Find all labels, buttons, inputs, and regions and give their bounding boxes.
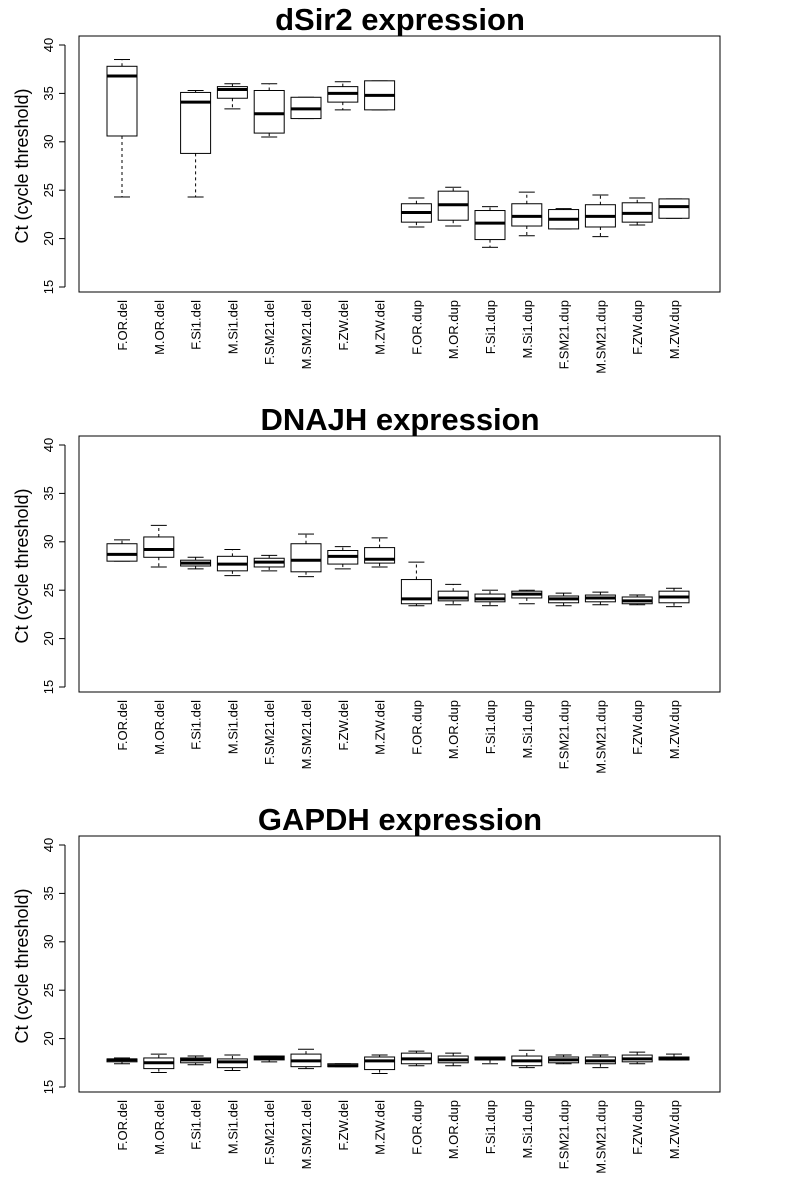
x-tick-label: F.Si1.del [189,300,204,350]
x-tick-label: F.Si1.del [189,1100,204,1150]
x-tick-label: M.SM21.del [299,1100,314,1169]
y-tick-label: 25 [41,983,56,997]
x-tick-label: M.OR.dup [446,1100,461,1159]
gapdh-expression-panel: GAPDH expression 15 20 25 30 35 40 Ct (cycle th… [0,800,800,1200]
y-tick-label: 15 [41,680,56,694]
plot-frame [78,835,721,1093]
chart-title: DNAJH expression [260,402,539,437]
x-tick-label: M.SM21.del [299,300,314,369]
x-tick-label: M.Si1.del [225,700,240,754]
x-tick-label: F.ZW.dup [630,1100,645,1155]
x-tick-label: F.Si1.dup [483,1100,498,1154]
chart-title: GAPDH expression [258,802,542,837]
x-tick-label: F.SM21.del [262,700,277,765]
x-tick-label: F.SM21.dup [557,700,572,769]
y-tick-label: 30 [41,935,56,949]
box-iqr [143,536,175,558]
y-tick-label: 20 [41,231,56,245]
x-tick-label: M.ZW.dup [667,300,682,359]
x-tick-label: F.Si1.dup [483,300,498,354]
y-axis-label: Ct (cycle threshold) [12,488,32,643]
y-axis-label: Ct (cycle threshold) [12,888,32,1043]
x-tick-label: F.ZW.del [336,300,351,351]
box-iqr [437,590,469,602]
x-tick-label: M.ZW.del [373,700,388,755]
box-iqr [106,65,138,137]
box-iqr [106,543,138,562]
y-tick-label: 25 [41,183,56,197]
y-tick-label: 15 [41,1080,56,1094]
x-tick-label: M.OR.del [152,700,167,755]
x-tick-label: M.OR.dup [446,300,461,359]
x-tick-label: M.Si1.dup [520,300,535,359]
x-tick-label: M.ZW.del [373,300,388,355]
box-iqr [290,543,322,573]
plot-frame [78,35,721,293]
x-tick-label: F.OR.del [115,1100,130,1151]
x-tick-label: F.SM21.del [262,1100,277,1165]
box-iqr [364,547,396,564]
plot-frame [78,435,721,693]
dsir2-boxplot-chart: dSir2 expression 15 20 25 30 35 40 Ct (cycle th… [12,2,721,374]
x-tick-label: M.ZW.del [373,1100,388,1155]
box-iqr [253,89,285,134]
x-tick-label: F.Si1.del [189,700,204,750]
y-tick-label: 35 [41,86,56,100]
y-tick-label: 30 [41,135,56,149]
x-tick-label: M.OR.dup [446,700,461,759]
box-iqr [364,1056,396,1071]
dnajh-expression-panel: DNAJH expression 15 20 25 30 35 40 Ct (cycle th… [0,400,800,800]
x-tick-label: M.OR.del [152,1100,167,1155]
gapdh-boxplot-chart: GAPDH expression 15 20 25 30 35 40 Ct (cycle th… [12,802,721,1174]
x-tick-label: M.Si1.del [225,300,240,354]
x-tick-label: F.Si1.dup [483,700,498,754]
dsir2-expression-panel: dSir2 expression 15 20 25 30 35 40 Ct (cycle th… [0,0,800,400]
x-tick-label: F.ZW.dup [630,300,645,355]
y-tick-label: 40 [41,838,56,852]
x-tick-label: F.ZW.del [336,1100,351,1151]
x-tick-label: M.ZW.dup [667,700,682,759]
x-tick-label: F.SM21.dup [557,1100,572,1169]
y-tick-label: 35 [41,886,56,900]
x-tick-label: M.ZW.dup [667,1100,682,1159]
x-tick-label: F.OR.dup [409,1100,424,1155]
y-tick-label: 30 [41,535,56,549]
box-iqr [474,210,506,241]
y-tick-label: 40 [41,438,56,452]
box-iqr [216,86,248,99]
y-tick-label: 40 [41,38,56,52]
x-tick-label: F.OR.del [115,700,130,751]
dnajh-boxplot-chart: DNAJH expression 15 20 25 30 35 40 Ct (cycle th… [12,402,721,774]
x-tick-label: M.OR.del [152,300,167,355]
x-tick-label: M.SM21.dup [593,300,608,374]
x-tick-label: F.SM21.dup [557,300,572,369]
x-tick-label: M.Si1.dup [520,1100,535,1159]
y-tick-label: 35 [41,486,56,500]
x-tick-label: M.SM21.dup [593,700,608,774]
x-tick-label: F.SM21.del [262,300,277,365]
x-tick-label: M.Si1.dup [520,700,535,759]
x-tick-label: F.OR.dup [409,300,424,355]
x-tick-label: M.SM21.dup [593,1100,608,1174]
chart-title: dSir2 expression [275,2,525,37]
y-tick-label: 15 [41,280,56,294]
x-tick-label: M.Si1.del [225,1100,240,1154]
y-tick-label: 25 [41,583,56,597]
y-tick-label: 20 [41,631,56,645]
x-tick-label: M.SM21.del [299,700,314,769]
y-axis-label: Ct (cycle threshold) [12,88,32,243]
x-tick-label: F.ZW.del [336,700,351,751]
box-iqr [658,198,690,219]
x-tick-label: F.ZW.dup [630,700,645,755]
y-tick-label: 20 [41,1031,56,1045]
x-tick-label: F.OR.dup [409,700,424,755]
x-tick-label: F.OR.del [115,300,130,351]
